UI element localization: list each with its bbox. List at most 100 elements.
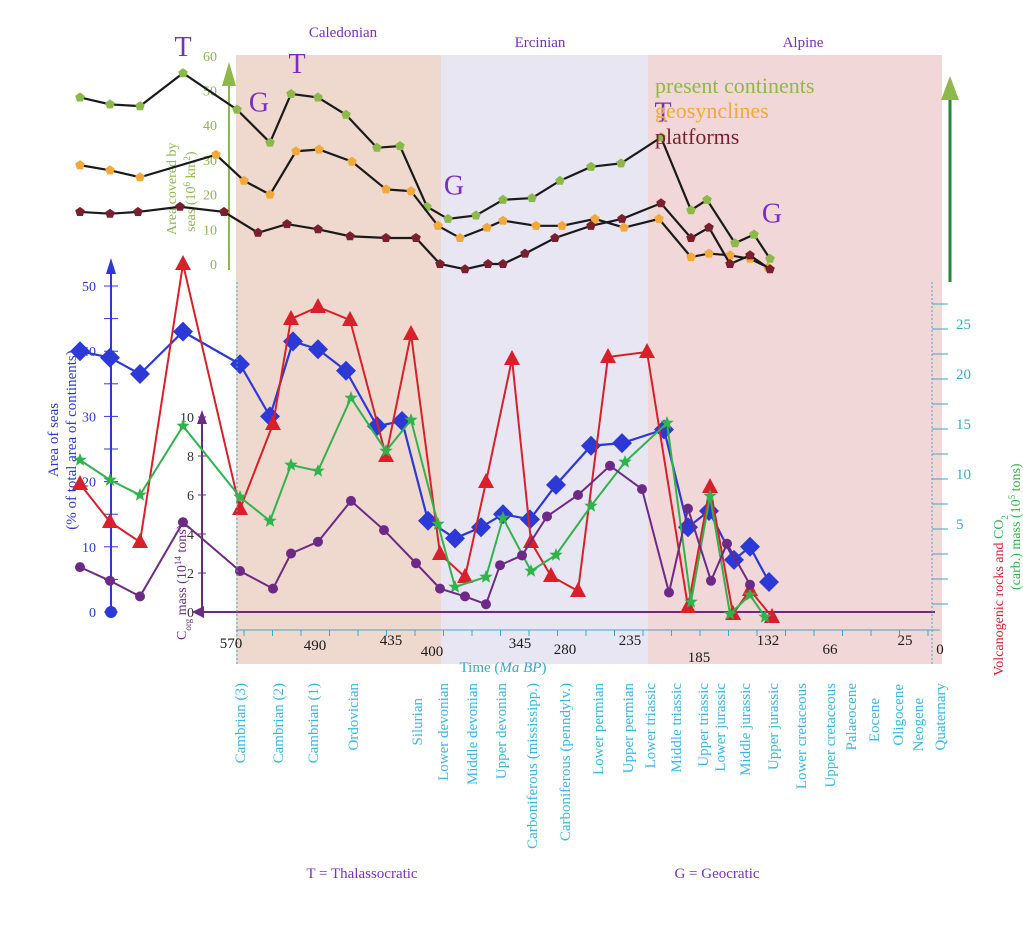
corg-point [517, 550, 527, 561]
annotation-g: G [444, 171, 464, 202]
right-tick-label: 10 [956, 467, 971, 483]
upper-point [656, 132, 666, 142]
period-label: Middle triassic [669, 683, 685, 773]
time-tick-label: 345 [509, 636, 532, 652]
corg-point [481, 599, 491, 610]
geocratic-note: G = Geocratic [674, 866, 759, 882]
upper-point [347, 156, 357, 166]
period-label: Lower permian [591, 683, 607, 776]
volcanic-point [232, 500, 248, 515]
right-tick-label: 20 [956, 367, 971, 383]
corg-point [460, 591, 470, 602]
upper-point [460, 264, 470, 274]
upper-point [520, 248, 530, 258]
upper-point [455, 233, 465, 242]
upper-point [730, 238, 740, 248]
upper-point [686, 205, 696, 215]
legend-present-continents: present continents [655, 73, 814, 98]
co2-point [233, 490, 247, 503]
area-tick-label: 50 [82, 280, 96, 295]
co2-point [723, 607, 737, 620]
time-tick-label: 185 [688, 650, 711, 666]
period-label: Upper jurassic [766, 683, 782, 770]
upper-point [75, 160, 85, 170]
upper-ylabel-suffix: km [184, 161, 199, 183]
volcanic-point [283, 310, 299, 325]
upper-point [75, 206, 85, 216]
co2-point [404, 413, 418, 426]
period-label: Lower devonian [436, 683, 452, 781]
upper-point [291, 146, 301, 156]
upper-ylabel-end: ) [184, 151, 199, 156]
area-seas-point [740, 536, 760, 557]
upper-point [314, 144, 324, 154]
period-label: Upper devonian [494, 683, 510, 780]
co2-point [758, 610, 772, 623]
period-label: Carboniferous (penndylv.) [558, 683, 574, 841]
upper-point [406, 186, 416, 196]
upper-point [498, 215, 508, 225]
volcanic-point [132, 533, 148, 548]
upper-point [765, 253, 775, 263]
upper-point [749, 229, 759, 239]
upper-point [704, 248, 714, 258]
right-tick-label: 5 [956, 517, 964, 533]
annotation-g: G [762, 198, 782, 229]
upper-point [381, 184, 391, 194]
co2-point [263, 514, 277, 527]
corg-point [75, 562, 85, 573]
upper-point [590, 213, 600, 223]
volcanic-point [702, 478, 718, 493]
period-label: Upper triassic [696, 683, 712, 767]
period-label: Middle devonian [465, 683, 481, 786]
co2-point [448, 580, 462, 593]
volcanic-point [342, 311, 358, 326]
volcanic-point [403, 325, 419, 340]
upper-point [443, 213, 453, 223]
upper-point [555, 175, 565, 185]
period-label: Cambrian (1) [306, 683, 322, 763]
co2-point [660, 416, 674, 429]
co2-point [73, 453, 87, 466]
upper-point [433, 220, 443, 230]
co2-point [379, 444, 393, 457]
upper-y-axis-label: Area covered by [165, 142, 180, 235]
co2-label-sub: 2 [1000, 515, 1010, 520]
upper-tick-label: 20 [203, 189, 217, 204]
upper-point [498, 259, 508, 268]
time-tick-label: 66 [823, 642, 839, 658]
orogeny-caledonian: Caledonian [309, 25, 378, 41]
period-label: Eocene [867, 698, 883, 742]
volcanic-point [175, 255, 191, 270]
corg-point [379, 525, 389, 536]
upper-point [105, 165, 115, 175]
area-of-seas-label: Area of seas [46, 403, 62, 477]
annotation-t: T [654, 98, 671, 129]
corg-point [542, 511, 552, 522]
area-seas-point [546, 474, 566, 495]
corg-tick-label: 8 [187, 450, 194, 465]
upper-point [498, 194, 508, 204]
time-axis-label: Time (Ma BP) [460, 660, 547, 676]
upper-point [686, 252, 696, 262]
volcanic-point [639, 343, 655, 358]
period-label: Lower jurassic [713, 683, 729, 772]
co2-point [584, 499, 598, 512]
footnotes: T = Thalassocratic G = Geocratic [306, 866, 759, 882]
corg-point [495, 560, 505, 571]
upper-point [531, 220, 541, 230]
time-tick-label: 400 [421, 644, 444, 660]
upper-point [105, 208, 115, 218]
volcanic-point [310, 298, 326, 313]
upper-point [381, 233, 391, 242]
upper-point [435, 259, 445, 268]
upper-point [135, 172, 145, 182]
period-label: Carboniferous (mississipp.) [525, 683, 541, 849]
corg-tick-label: 4 [187, 528, 194, 543]
volcanic-point [102, 513, 118, 528]
corg-point [286, 548, 296, 559]
upper-point [411, 233, 421, 242]
area-of-seas-label-2: (% of total area of continents) [64, 350, 80, 530]
